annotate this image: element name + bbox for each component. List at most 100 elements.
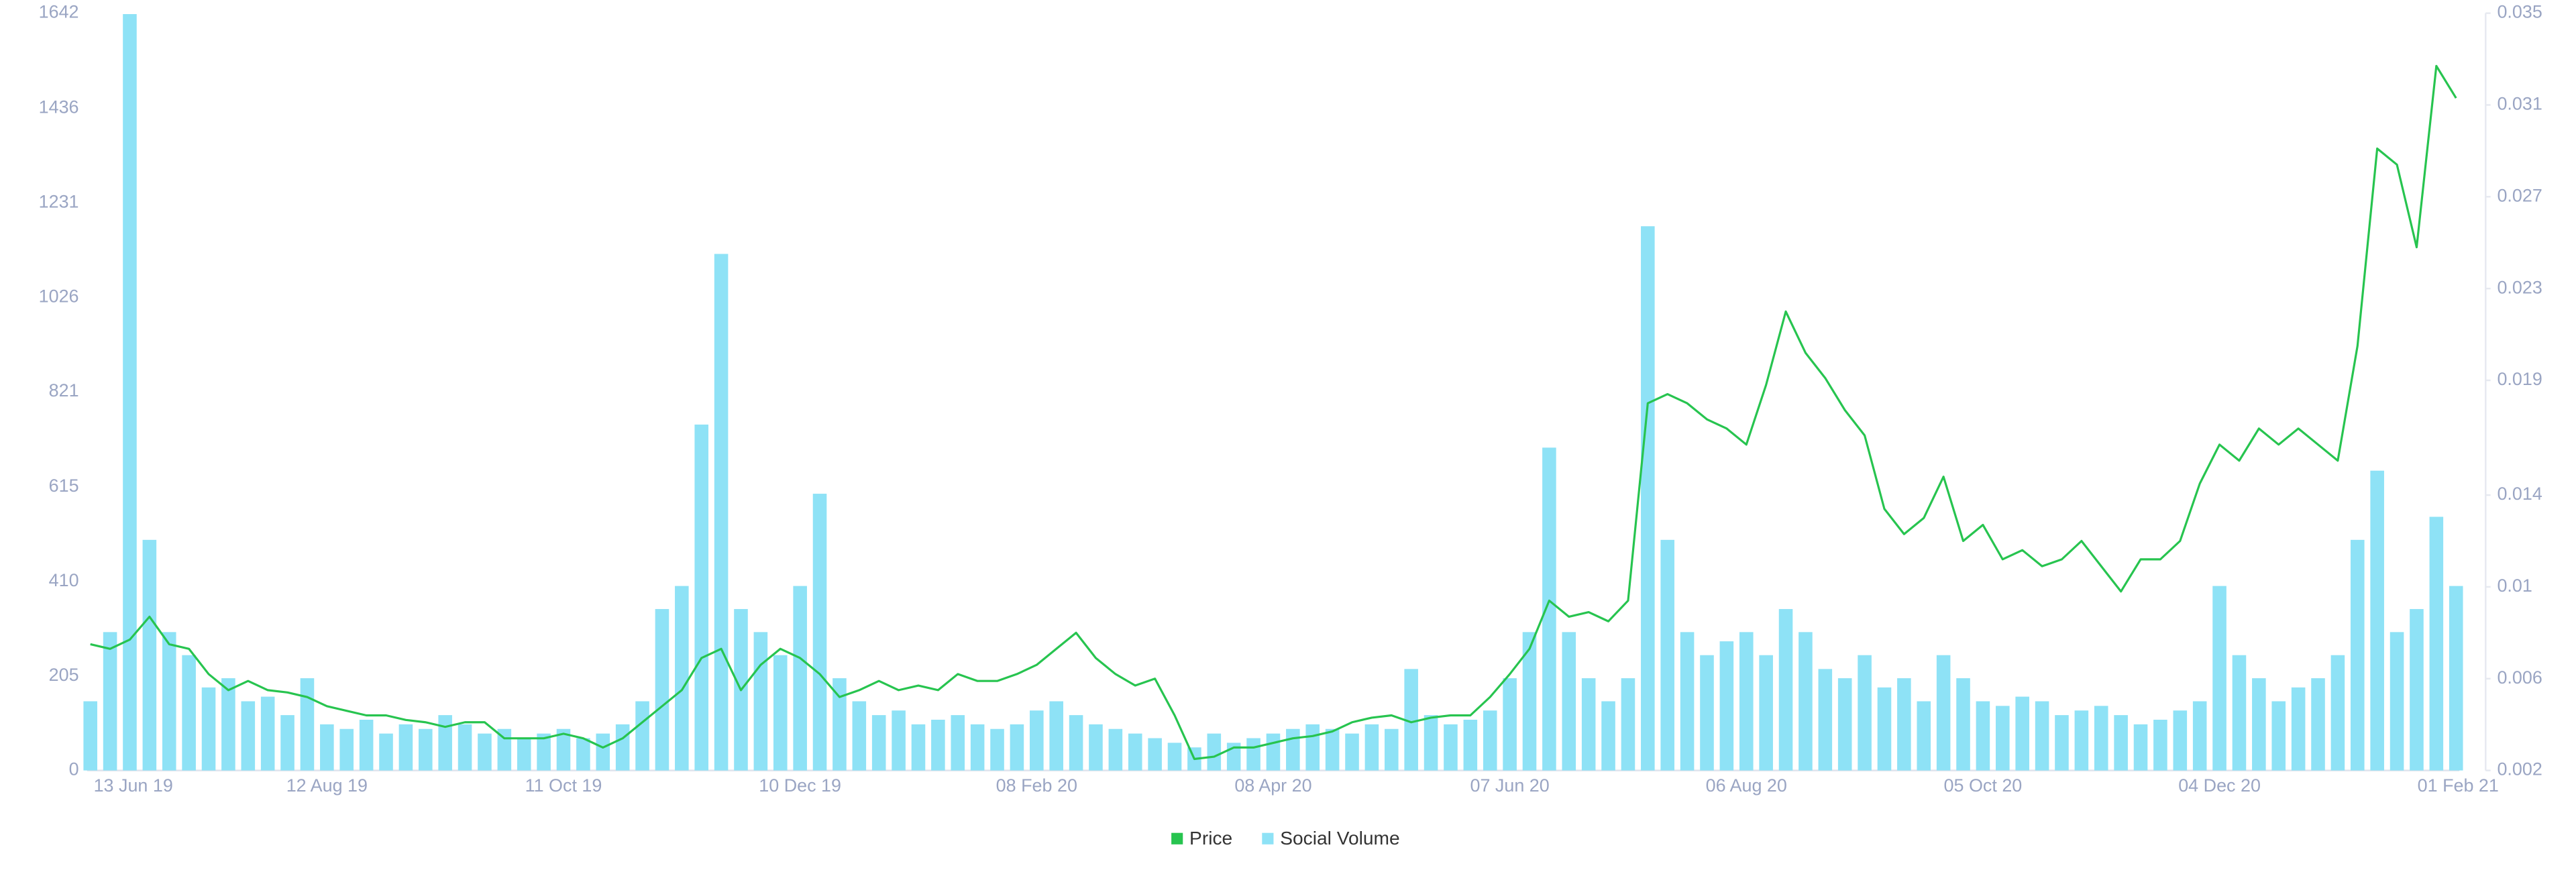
volume-bar bbox=[1305, 724, 1320, 771]
volume-bar bbox=[1719, 641, 1734, 771]
y-tick-label: 410 bbox=[49, 570, 79, 590]
plot-area: 0 205 410 615 821 1026 1231 1436 1642 0.002 0.006 0… bbox=[39, 2, 2542, 796]
volume-bar bbox=[2449, 586, 2463, 771]
volume-bar bbox=[1246, 738, 1260, 771]
y-tick-label: 1642 bbox=[39, 2, 79, 22]
volume-bar bbox=[537, 733, 551, 771]
y2-tick-label: 0.027 bbox=[2497, 185, 2542, 205]
y-tick-label: 205 bbox=[49, 665, 79, 685]
volume-bar bbox=[1503, 678, 1517, 771]
volume-bar bbox=[2035, 701, 2049, 771]
volume-bar bbox=[1700, 655, 1714, 771]
volume-bar bbox=[2370, 470, 2384, 771]
volume-bar bbox=[162, 632, 176, 771]
volume-bar bbox=[1956, 678, 1970, 771]
volume-bar bbox=[1522, 632, 1537, 771]
legend-label: Social Volume bbox=[1280, 828, 1399, 849]
volume-bar bbox=[2153, 719, 2167, 771]
volume-bar bbox=[675, 586, 689, 771]
x-tick-label: 06 Aug 20 bbox=[1706, 775, 1787, 796]
y-tick-label: 1436 bbox=[39, 97, 79, 117]
volume-bar bbox=[1108, 728, 1123, 771]
volume-bar bbox=[1680, 632, 1695, 771]
volume-bar bbox=[871, 715, 886, 771]
volume-bar bbox=[655, 608, 669, 771]
volume-bar bbox=[793, 586, 807, 771]
volume-bar bbox=[833, 678, 847, 771]
y2-tick-label: 0.01 bbox=[2497, 576, 2532, 596]
volume-bar bbox=[1818, 669, 1833, 771]
volume-bar bbox=[2232, 655, 2247, 771]
x-tick-label: 07 Jun 20 bbox=[1470, 775, 1549, 796]
volume-bar bbox=[201, 687, 216, 771]
volume-bar bbox=[1917, 701, 1931, 771]
volume-bar bbox=[1877, 687, 1892, 771]
volume-bar bbox=[2133, 724, 2148, 771]
volume-bar bbox=[1621, 678, 1635, 771]
volume-bar bbox=[635, 701, 649, 771]
volume-bar bbox=[1364, 724, 1379, 771]
volume-bar bbox=[142, 539, 157, 771]
x-tick-label: 10 Dec 19 bbox=[759, 775, 841, 796]
volume-bar bbox=[1799, 632, 1813, 771]
x-tick-label: 11 Oct 19 bbox=[525, 775, 602, 796]
volume-bar bbox=[1049, 701, 1063, 771]
volume-bar bbox=[300, 678, 315, 771]
x-tick-label: 13 Jun 19 bbox=[94, 775, 173, 796]
volume-bar bbox=[1207, 733, 1222, 771]
y2-tick-label: 0.031 bbox=[2497, 94, 2542, 114]
volume-bar bbox=[911, 724, 926, 771]
volume-bar bbox=[320, 724, 334, 771]
volume-bar bbox=[182, 655, 196, 771]
volume-bar bbox=[931, 719, 945, 771]
legend-swatch bbox=[1262, 832, 1274, 844]
x-tick-label: 04 Dec 20 bbox=[2178, 775, 2261, 796]
y-tick-label: 0 bbox=[69, 759, 79, 779]
volume-bar bbox=[280, 715, 294, 771]
legend-swatch bbox=[1171, 832, 1183, 844]
volume-bar bbox=[1069, 715, 1083, 771]
volume-bar bbox=[2252, 678, 2266, 771]
volume-bar bbox=[438, 715, 452, 771]
y-tick-label: 615 bbox=[49, 476, 79, 496]
volume-bar bbox=[517, 738, 531, 771]
volume-bar bbox=[2410, 608, 2424, 771]
volume-bar bbox=[1996, 706, 2010, 771]
volume-bar bbox=[556, 728, 571, 771]
volume-bar bbox=[221, 678, 235, 771]
volume-bar bbox=[1148, 738, 1162, 771]
volume-bar bbox=[2330, 655, 2345, 771]
volume-bar bbox=[103, 632, 117, 771]
y2-tick-label: 0.023 bbox=[2497, 277, 2542, 297]
x-tick-label: 01 Feb 21 bbox=[2418, 775, 2499, 796]
volume-bar bbox=[2173, 710, 2188, 771]
volume-bar bbox=[615, 724, 630, 771]
volume-bar bbox=[1424, 715, 1438, 771]
volume-bar bbox=[1286, 728, 1300, 771]
volume-bar bbox=[852, 701, 867, 771]
volume-bar bbox=[1562, 632, 1576, 771]
volume-bar bbox=[970, 724, 985, 771]
volume-bar bbox=[990, 728, 1004, 771]
volume-bar bbox=[1641, 226, 1655, 771]
volume-bar bbox=[1266, 733, 1281, 771]
volume-bar bbox=[1010, 724, 1024, 771]
volume-bar bbox=[1483, 710, 1497, 771]
volume-bar bbox=[812, 494, 827, 771]
volume-bar bbox=[2429, 516, 2444, 771]
volume-bar bbox=[2212, 586, 2226, 771]
volume-bar bbox=[951, 715, 965, 771]
volume-bar bbox=[1976, 701, 1990, 771]
y2-tick-label: 0.014 bbox=[2497, 484, 2542, 504]
volume-bar bbox=[2015, 696, 2029, 771]
x-tick-label: 08 Apr 20 bbox=[1234, 775, 1311, 796]
y-tick-label: 821 bbox=[49, 380, 79, 400]
volume-bar bbox=[1739, 632, 1754, 771]
volume-bar bbox=[576, 738, 590, 771]
volume-bar bbox=[83, 701, 97, 771]
volume-bar bbox=[1897, 678, 1911, 771]
volume-bar bbox=[1385, 728, 1399, 771]
y2-tick-label: 0.019 bbox=[2497, 369, 2542, 389]
volume-bar bbox=[1463, 719, 1478, 771]
